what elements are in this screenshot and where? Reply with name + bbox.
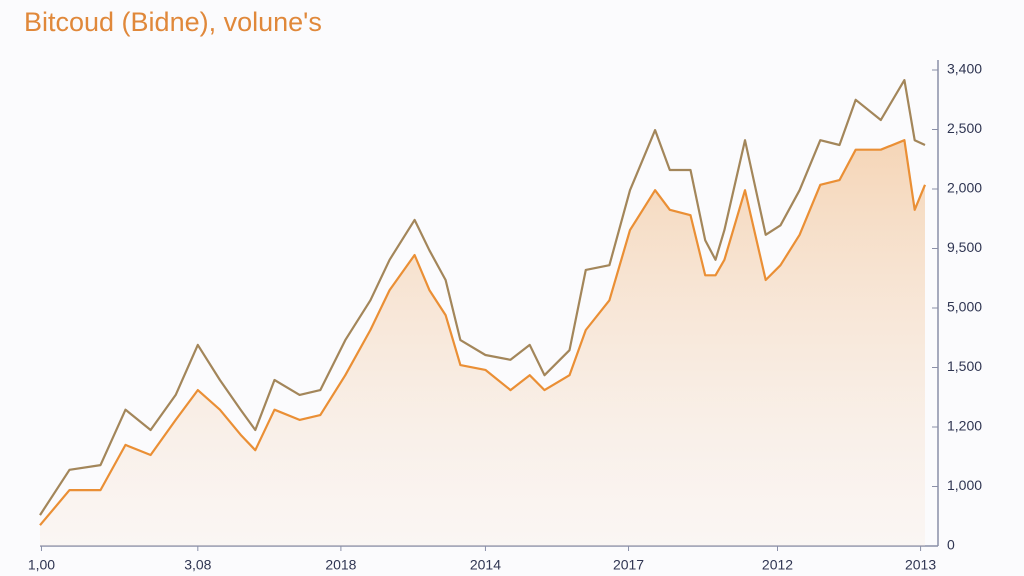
x-tick-label: 2018	[325, 557, 356, 573]
x-tick-label: 2017	[613, 557, 644, 573]
x-tick-label: 2013	[905, 557, 936, 573]
x-tick-label: 2014	[470, 557, 501, 573]
y-tick-label: 9,500	[947, 239, 982, 255]
chart-title: Bitcoud (Bidne), volune's	[24, 7, 322, 37]
x-tick-label: 1,00	[28, 557, 55, 573]
series-line	[39, 139, 927, 526]
x-tick-label: 3,08	[184, 557, 211, 573]
y-tick-label: 2,000	[947, 180, 982, 196]
y-tick-label: 1,200	[947, 418, 982, 434]
y-tick-label: 1,500	[947, 358, 982, 374]
y-tick-label: 0	[947, 537, 955, 553]
y-tick-label: 5,000	[947, 299, 982, 315]
series-line	[39, 79, 926, 516]
x-tick-label: 2012	[762, 557, 793, 573]
y-tick-label: 1,000	[947, 477, 982, 493]
y-tick-label: 2,500	[947, 120, 982, 136]
area	[40, 140, 925, 546]
y-tick-label: 3,400	[947, 61, 982, 77]
